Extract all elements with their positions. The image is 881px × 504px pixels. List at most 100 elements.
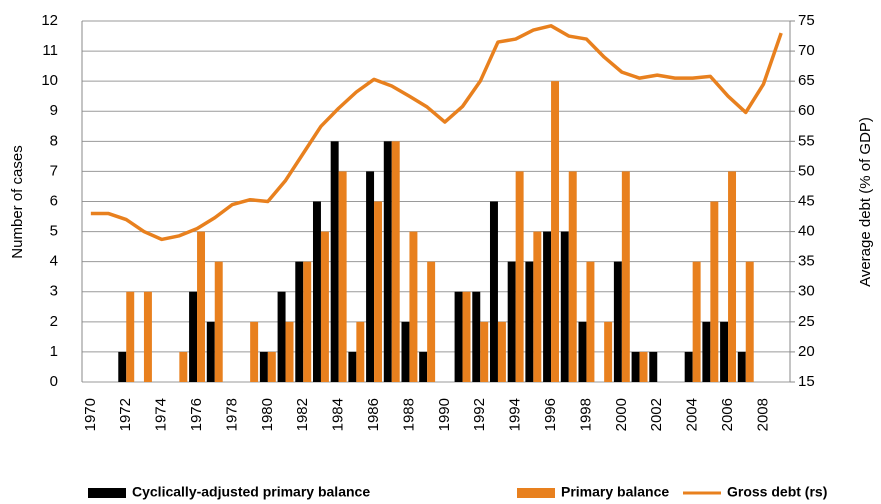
y-tick-label: 5	[50, 223, 58, 240]
x-tick-label: 1976	[188, 398, 205, 431]
bar	[649, 351, 658, 382]
bar	[126, 291, 135, 382]
bar	[586, 261, 595, 382]
bar	[338, 171, 347, 382]
bar	[604, 321, 613, 382]
bar	[568, 171, 577, 382]
y-tick-label: 3	[50, 283, 58, 300]
bar	[745, 261, 754, 382]
bar	[267, 351, 276, 382]
legend-label: Gross debt (rs)	[727, 484, 827, 500]
x-tick-label: 2004	[684, 398, 701, 431]
bar	[295, 261, 304, 382]
bar	[348, 351, 357, 382]
y-axis-title: Number of cases	[9, 145, 26, 258]
y2-tick-label: 70	[798, 42, 815, 59]
legend: Cyclically-adjusted primary balance Prima…	[88, 484, 827, 500]
bar	[684, 351, 693, 382]
bar	[621, 171, 630, 382]
bar	[206, 321, 215, 382]
y2-tick-label: 40	[798, 223, 815, 240]
bar	[560, 231, 569, 382]
bar	[427, 261, 436, 382]
y2-tick-label: 50	[798, 162, 815, 179]
x-tick-label: 2006	[719, 398, 736, 431]
bar	[189, 291, 198, 382]
x-tick-label: 1998	[577, 398, 594, 431]
y2-tick-label: 25	[798, 313, 815, 330]
x-tick-label: 1986	[365, 398, 382, 431]
bar	[639, 351, 648, 382]
y2-tick-label: 75	[798, 12, 815, 29]
bar	[285, 321, 294, 382]
x-tick-label: 2002	[648, 398, 665, 431]
bar	[409, 231, 418, 382]
y-tick-label: 7	[50, 162, 58, 179]
y2-tick-label: 20	[798, 343, 815, 360]
legend-marker	[88, 488, 126, 498]
bar	[454, 291, 463, 382]
bar	[383, 141, 392, 382]
x-tick-label: 1990	[436, 398, 453, 431]
bar	[702, 321, 711, 382]
bar	[631, 351, 640, 382]
y-tick-label: 8	[50, 132, 58, 149]
bar	[374, 201, 383, 382]
y2-tick-label: 35	[798, 253, 815, 270]
x-tick-label: 1984	[330, 398, 347, 431]
y-tick-label: 10	[41, 72, 58, 89]
bar	[515, 171, 524, 382]
y-tick-label: 1	[50, 343, 58, 360]
bar	[613, 261, 622, 382]
y-tick-label: 0	[50, 373, 58, 390]
bar	[320, 231, 329, 382]
bar	[303, 261, 312, 382]
bar	[259, 351, 268, 382]
bar	[462, 291, 471, 382]
legend-label: Primary balance	[561, 484, 669, 500]
bar	[480, 321, 489, 382]
y-tick-label: 11	[42, 42, 58, 59]
bar	[692, 261, 701, 382]
y2-tick-label: 30	[798, 283, 815, 300]
bar	[250, 321, 259, 382]
bar	[356, 321, 365, 382]
y2-tick-label: 55	[798, 132, 815, 149]
x-tick-label: 1978	[223, 398, 240, 431]
bar	[312, 201, 321, 382]
bar	[143, 291, 152, 382]
bar	[578, 321, 587, 382]
bar	[533, 231, 542, 382]
y2-tick-label: 65	[798, 72, 815, 89]
bar	[472, 291, 481, 382]
bar	[497, 321, 506, 382]
y-tick-label: 9	[50, 102, 58, 119]
x-tick-label: 1988	[400, 398, 417, 431]
x-tick-label: 2008	[754, 398, 771, 431]
bar	[525, 261, 534, 382]
bar	[179, 351, 188, 382]
x-tick-label: 1982	[294, 398, 311, 431]
bar	[551, 81, 560, 383]
legend-marker	[517, 488, 555, 498]
bar	[507, 261, 516, 382]
y2-axis-title: Average debt (% of GDP)	[857, 117, 874, 287]
x-tick-label: 1974	[153, 398, 170, 431]
x-tick-label: 1972	[117, 398, 134, 431]
bar	[214, 261, 223, 382]
bar	[737, 351, 746, 382]
legend-label: Cyclically-adjusted primary balance	[132, 484, 370, 500]
y2-tick-label: 15	[798, 373, 815, 390]
x-tick-label: 1970	[82, 398, 99, 431]
bar	[419, 351, 428, 382]
x-tick-label: 1994	[507, 398, 524, 431]
bar	[330, 141, 339, 382]
x-tick-label: 1980	[259, 398, 276, 431]
y-tick-label: 4	[50, 253, 58, 270]
bar	[197, 231, 206, 382]
bar	[543, 231, 552, 382]
x-tick-label: 1996	[542, 398, 559, 431]
bar	[118, 351, 127, 382]
x-tick-label: 1992	[471, 398, 488, 431]
